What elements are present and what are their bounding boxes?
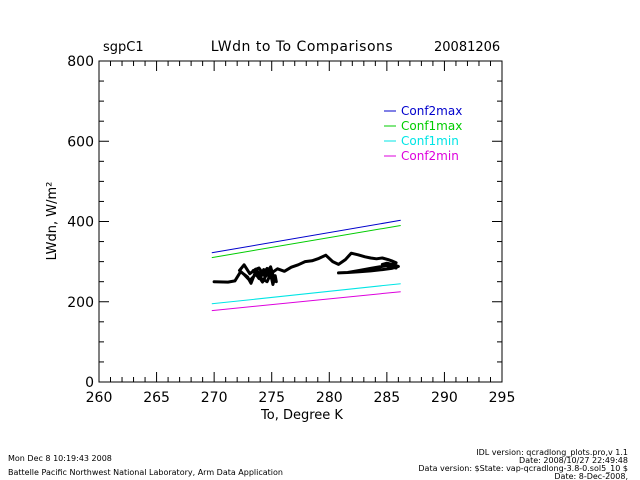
x-tick-label: 285 <box>373 390 400 406</box>
footer-idl-date: Date: 2008/10/27 22:49:48 <box>519 456 628 465</box>
y-axis-label: LWdn, W/m² <box>45 182 60 261</box>
legend-label: Conf2max <box>401 104 462 118</box>
x-tick-label: 275 <box>258 390 285 406</box>
y-tick-label: 0 <box>85 375 94 391</box>
y-tick-label: 200 <box>67 295 94 311</box>
y-tick-label: 600 <box>67 134 94 150</box>
x-tick-label: 295 <box>489 390 516 406</box>
legend-label: Conf1max <box>401 119 462 133</box>
chart-title: LWdn to To Comparisons <box>211 39 393 55</box>
x-tick-label: 280 <box>316 390 343 406</box>
series-line-conf2max <box>211 219 401 254</box>
y-tick-label: 800 <box>67 54 94 70</box>
series-line-conf1max <box>211 225 401 259</box>
x-tick-label: 270 <box>201 390 228 406</box>
date-label: 20081206 <box>434 40 500 55</box>
y-tick-label: 400 <box>67 215 94 231</box>
x-tick-label: 290 <box>431 390 458 406</box>
axis-ticks <box>98 60 503 383</box>
legend-label: Conf1min <box>401 134 459 148</box>
series-line-conf1min <box>211 283 401 305</box>
measured-line <box>212 251 400 286</box>
legend-label: Conf2min <box>401 149 459 163</box>
footer-timestamp: Mon Dec 8 10:19:43 2008 <box>8 454 112 463</box>
footer-idl-version: IDL version: qcradlong_plots.pro,v 1.1 <box>476 448 628 457</box>
x-axis-label: To, Degree K <box>260 408 343 423</box>
footer-data-date: Date: 8-Dec-2008, <box>554 472 628 480</box>
x-tick-label: 265 <box>143 390 170 406</box>
x-tick-label: 260 <box>86 390 113 406</box>
footer-org: Battelle Pacific Northwest National Labo… <box>8 468 283 477</box>
series-lines <box>211 219 401 312</box>
x-tick-labels: 260 265 270 275 280 285 290 295 <box>86 390 516 406</box>
site-label: sgpC1 <box>103 40 144 55</box>
series-line-conf2min <box>211 291 401 312</box>
footer-data-version: Data version: $State: vap-qcradlong-3.8-… <box>418 464 628 473</box>
y-tick-labels: 0 200 400 600 800 <box>67 54 94 391</box>
